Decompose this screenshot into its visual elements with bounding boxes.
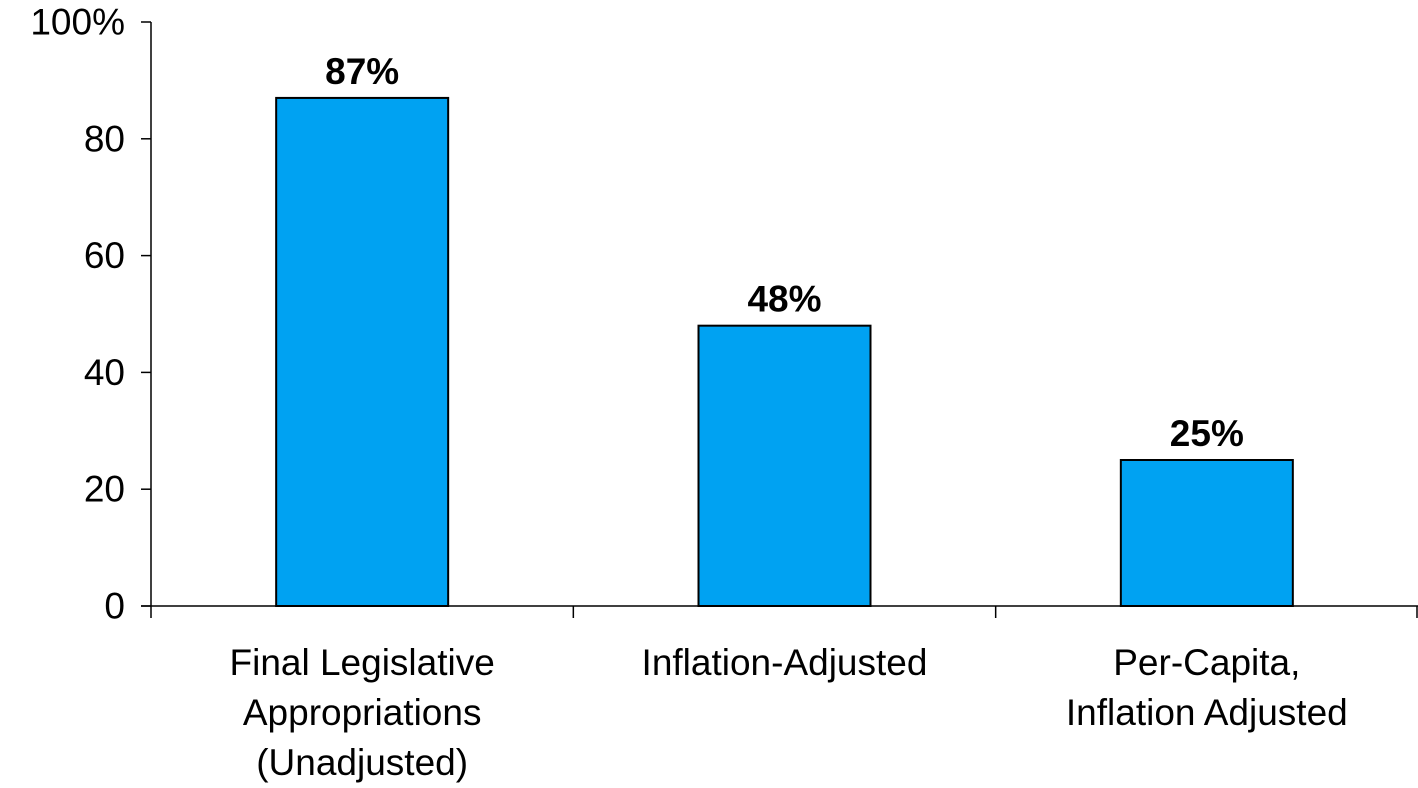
category-label: Inflation Adjusted xyxy=(1066,692,1348,733)
bars xyxy=(275,96,1294,607)
category-label: Inflation-Adjusted xyxy=(642,642,928,683)
y-tick-label: 20 xyxy=(84,469,125,510)
x-axis xyxy=(141,605,1418,618)
category-label: Final Legislative xyxy=(230,642,495,683)
category-label: (Unadjusted) xyxy=(256,742,468,783)
y-tick-label: 100% xyxy=(30,2,125,43)
data-label: 25% xyxy=(1170,413,1244,454)
y-tick-label: 80 xyxy=(84,118,125,159)
y-tick-label: 60 xyxy=(84,235,125,276)
data-label: 87% xyxy=(325,51,399,92)
y-tick-label: 0 xyxy=(104,586,125,627)
y-axis: 0 20 40 60 80 100% xyxy=(30,2,152,627)
bar xyxy=(275,96,450,607)
category-label: Per-Capita, xyxy=(1113,642,1300,683)
y-tick-label: 40 xyxy=(84,352,125,393)
bar xyxy=(1119,459,1294,607)
bar xyxy=(697,324,872,607)
data-labels: 87% 48% 25% xyxy=(325,51,1244,454)
data-label: 48% xyxy=(747,279,821,320)
category-label: Appropriations xyxy=(243,692,482,733)
category-labels: Final Legislative Appropriations (Unadjust… xyxy=(230,642,1348,783)
